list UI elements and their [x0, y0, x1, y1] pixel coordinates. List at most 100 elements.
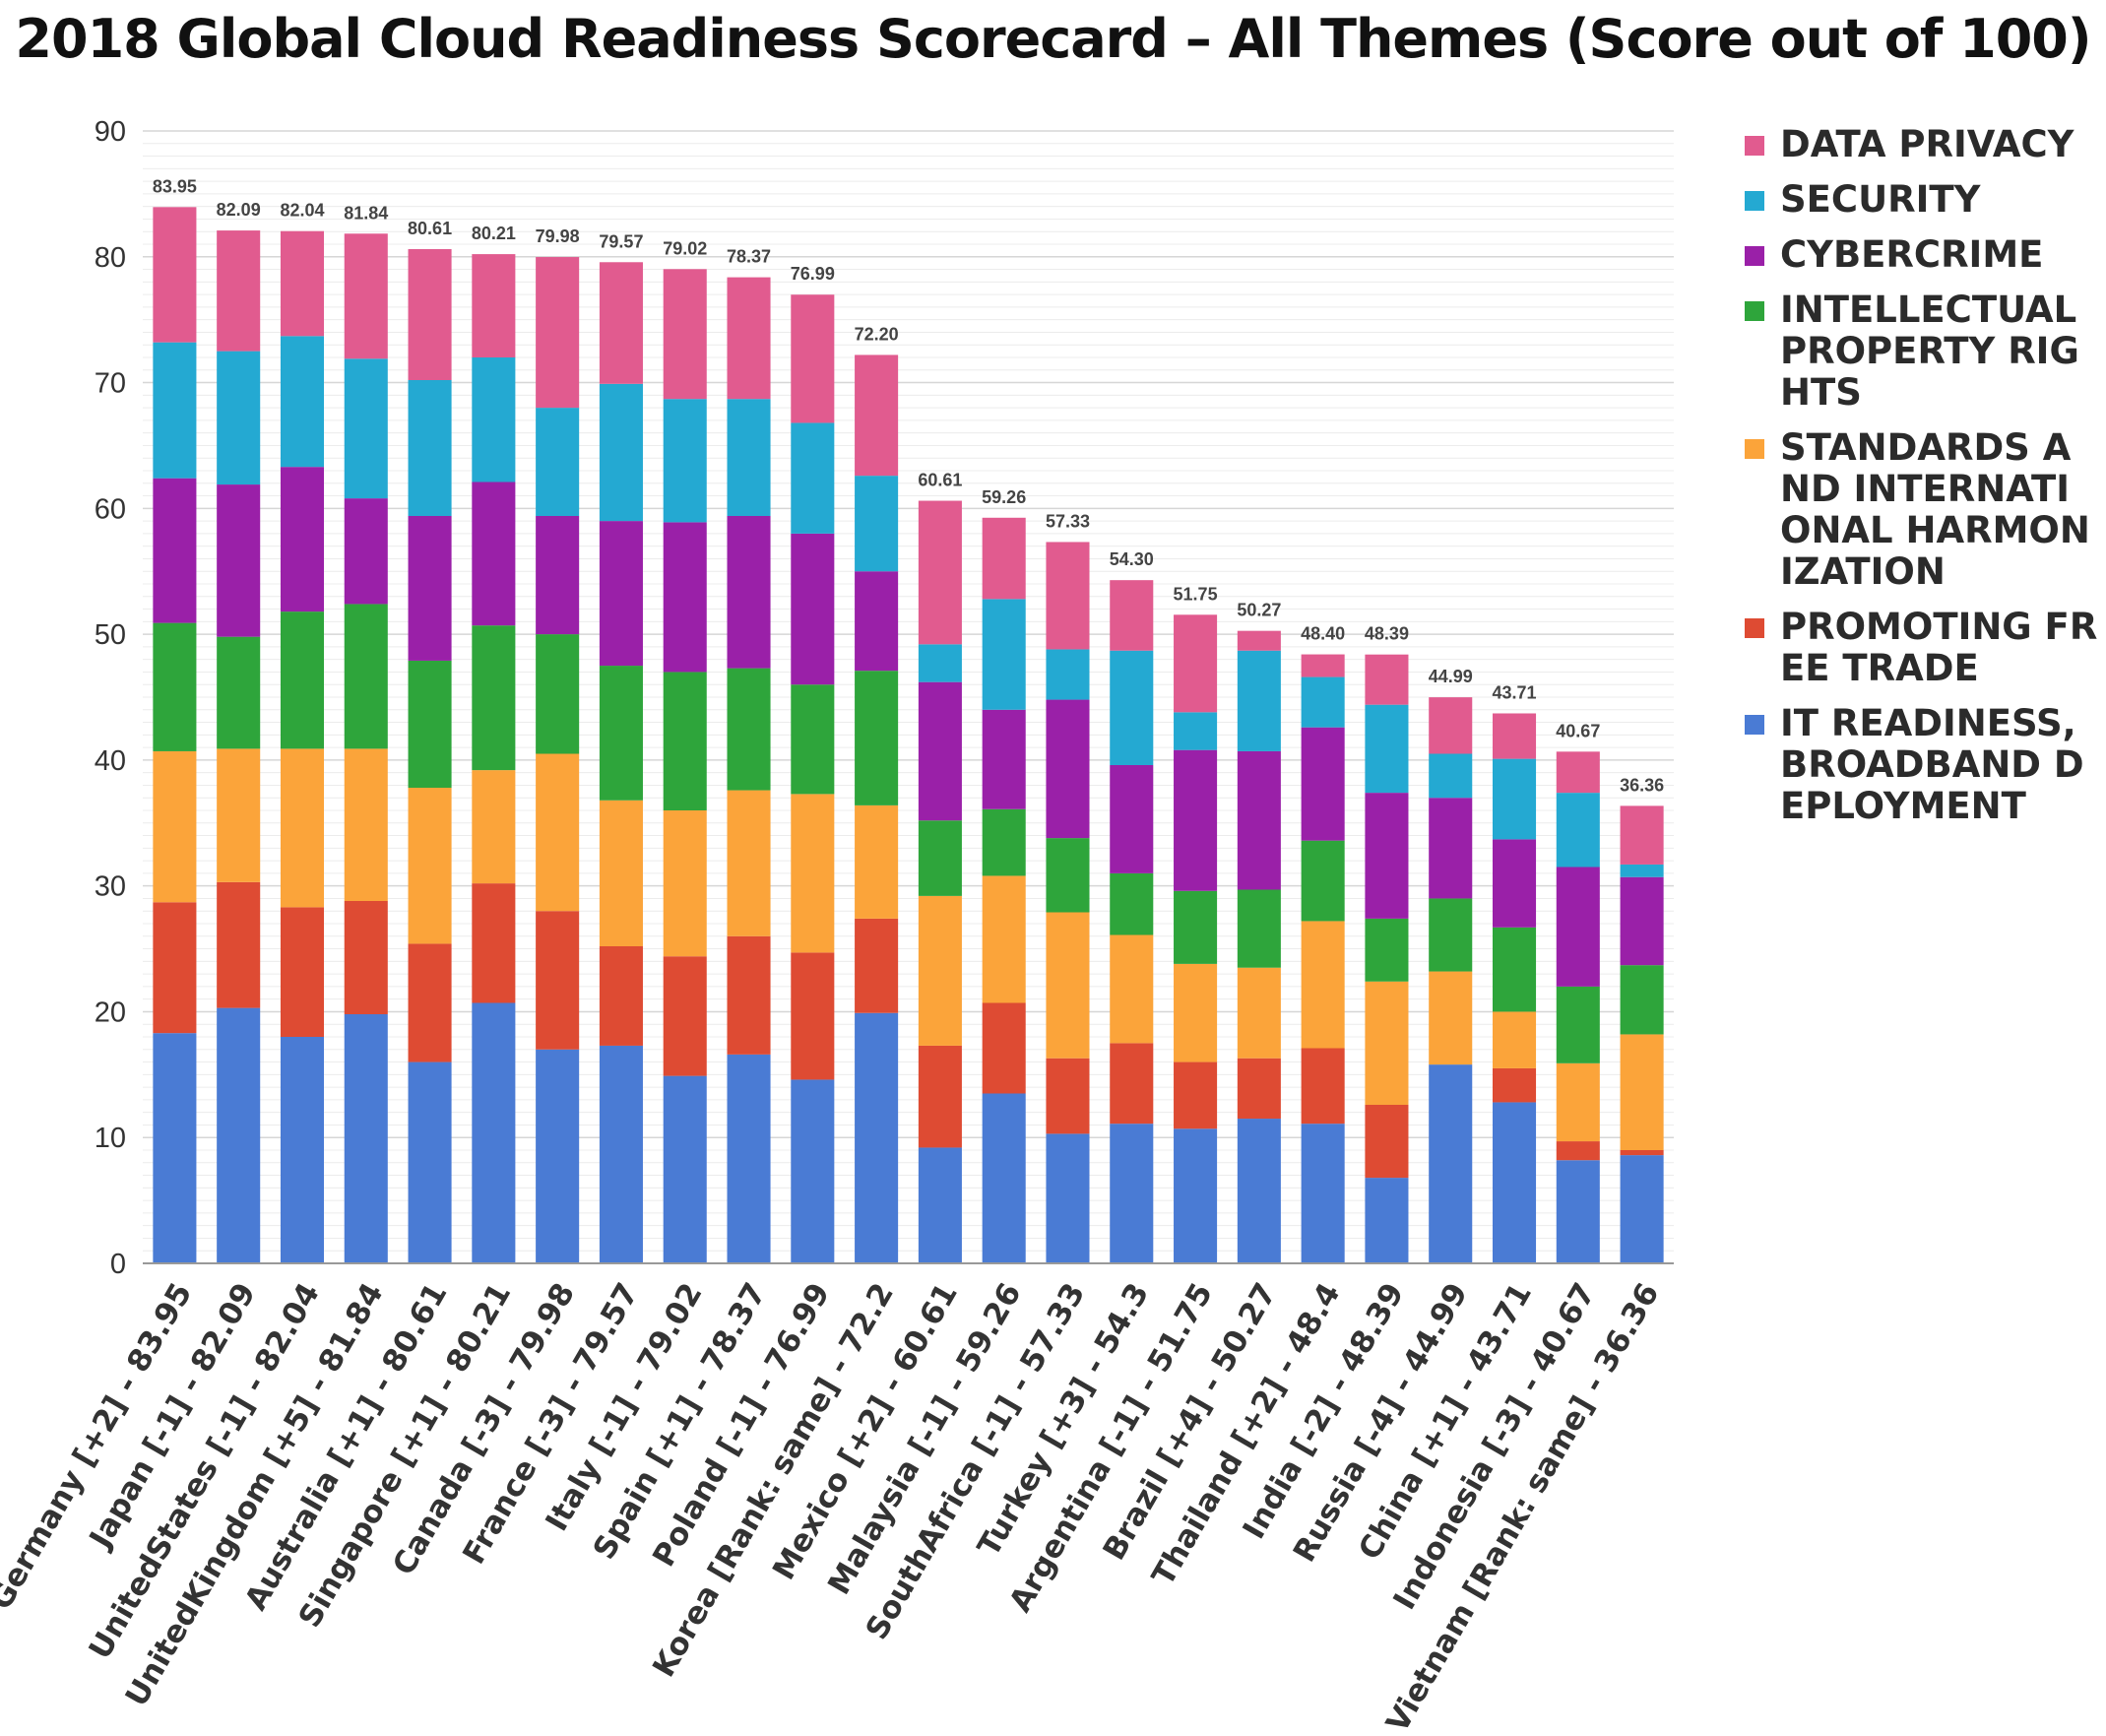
bar-segment	[408, 943, 452, 1062]
gridlines	[143, 130, 1674, 1264]
bars	[153, 207, 1664, 1263]
bar-segment	[280, 611, 325, 749]
legend-swatch	[1745, 301, 1764, 321]
bar-segment	[1492, 927, 1537, 1012]
bar-segment	[727, 935, 771, 1055]
bar-segment	[280, 230, 325, 337]
legend-item: DATA PRIVACY	[1745, 124, 2099, 165]
legend-swatch	[1745, 136, 1764, 156]
bar-segment	[153, 750, 197, 903]
bar-segment	[536, 1049, 580, 1263]
bar-segment	[1237, 889, 1281, 968]
bar-segment	[982, 517, 1026, 600]
bar-segment	[153, 1033, 197, 1263]
bar-segment	[1110, 1124, 1154, 1263]
bar-segment	[1620, 1034, 1664, 1150]
bar-segment	[1492, 713, 1537, 759]
total-label: 83.95	[153, 176, 197, 196]
bar-segment	[408, 248, 452, 380]
legend-item: INTELLECTUAL PROPERTY RIGHTS	[1745, 289, 2099, 414]
bar-segment	[1237, 630, 1281, 651]
legend: DATA PRIVACY SECURITY CYBERCRIME INTELLECTU…	[1745, 124, 2099, 841]
total-label: 40.67	[1556, 721, 1600, 740]
total-label: 82.04	[280, 201, 324, 221]
bar-segment	[855, 571, 899, 672]
bar-segment	[1174, 712, 1218, 750]
bar-segment	[791, 1079, 835, 1263]
bar-segment	[599, 262, 643, 384]
bar-segment	[1301, 654, 1345, 677]
bar-segment	[344, 748, 388, 901]
bar-segment	[472, 770, 516, 884]
bar-segment	[918, 820, 962, 896]
bar-segment	[663, 269, 707, 400]
legend-item: IT READINESS, BROADBAND DEPLOYMENT	[1745, 703, 2099, 827]
total-labels: 83.95 82.09 82.04 81.84 80.61 80.21 79.98 79.57…	[153, 176, 1664, 795]
bar-segment	[918, 1147, 962, 1263]
bar-segment	[1429, 898, 1473, 972]
bar-segment	[280, 748, 325, 908]
chart-title: 2018 Global Cloud Readiness Scorecard – …	[15, 8, 2091, 70]
y-tick-label: 80	[95, 242, 126, 274]
legend-label: SECURITY	[1780, 178, 1981, 221]
bar-segment	[1110, 765, 1154, 873]
bar-segment	[1110, 1043, 1154, 1125]
bar-segment	[918, 500, 962, 645]
bar-segment	[1237, 967, 1281, 1059]
bar-segment	[727, 1054, 771, 1263]
y-axis: 0 10 20 30 40 50 60 70 80 90	[95, 116, 126, 1280]
total-label: 59.26	[982, 487, 1026, 507]
y-tick-label: 30	[95, 871, 126, 903]
bar-segment	[408, 660, 452, 788]
total-label: 80.21	[472, 224, 516, 243]
bar-segment	[153, 902, 197, 1034]
bar-segment	[663, 956, 707, 1076]
bar-segment	[1174, 890, 1218, 964]
bar-segment	[344, 233, 388, 359]
legend-item: PROMOTING FREE TRADE	[1745, 607, 2099, 689]
bar-segment	[1046, 699, 1090, 839]
bar-segment	[982, 808, 1026, 876]
bar-segment	[791, 684, 835, 795]
y-tick-label: 40	[95, 745, 126, 777]
bar-segment	[1301, 727, 1345, 841]
bar-segment	[663, 672, 707, 810]
legend-label: IT READINESS, BROADBAND DEPLOYMENT	[1780, 702, 2084, 827]
bar-segment	[153, 342, 197, 479]
bar-segment	[1110, 580, 1154, 651]
total-label: 82.09	[217, 200, 261, 220]
bar-segment	[1429, 697, 1473, 754]
bar-segment	[982, 599, 1026, 710]
bar-segment	[472, 357, 516, 482]
bar-segment	[791, 952, 835, 1080]
total-label: 48.39	[1365, 624, 1409, 644]
bar-segment	[1620, 965, 1664, 1035]
bar-segment	[663, 810, 707, 957]
bar-segment	[472, 254, 516, 357]
bar-segment	[1174, 1128, 1218, 1263]
bar-segment	[1174, 1061, 1218, 1129]
bar-segment	[344, 901, 388, 1014]
bar-segment	[1046, 838, 1090, 913]
bar-segment	[1620, 1155, 1664, 1263]
bar-segment	[791, 422, 835, 534]
bar-segment	[1365, 1105, 1409, 1179]
legend-label: PROMOTING FREE TRADE	[1780, 606, 2098, 689]
bar-segment	[1492, 1102, 1537, 1263]
bar-segment	[982, 709, 1026, 809]
bar-segment	[1556, 1141, 1600, 1161]
bar-segment	[1492, 1067, 1537, 1103]
bar-segment	[663, 1075, 707, 1263]
bar-segment	[855, 671, 899, 805]
bar-segment	[1492, 839, 1537, 928]
legend-label: CYBERCRIME	[1780, 233, 2044, 276]
bar-segment	[918, 895, 962, 1046]
bar-segment	[663, 399, 707, 523]
bar-segment	[280, 907, 325, 1037]
bar-segment	[1556, 1062, 1600, 1142]
bar-segment	[472, 1002, 516, 1263]
bar-segment	[855, 354, 899, 477]
bar-segment	[1429, 798, 1473, 899]
